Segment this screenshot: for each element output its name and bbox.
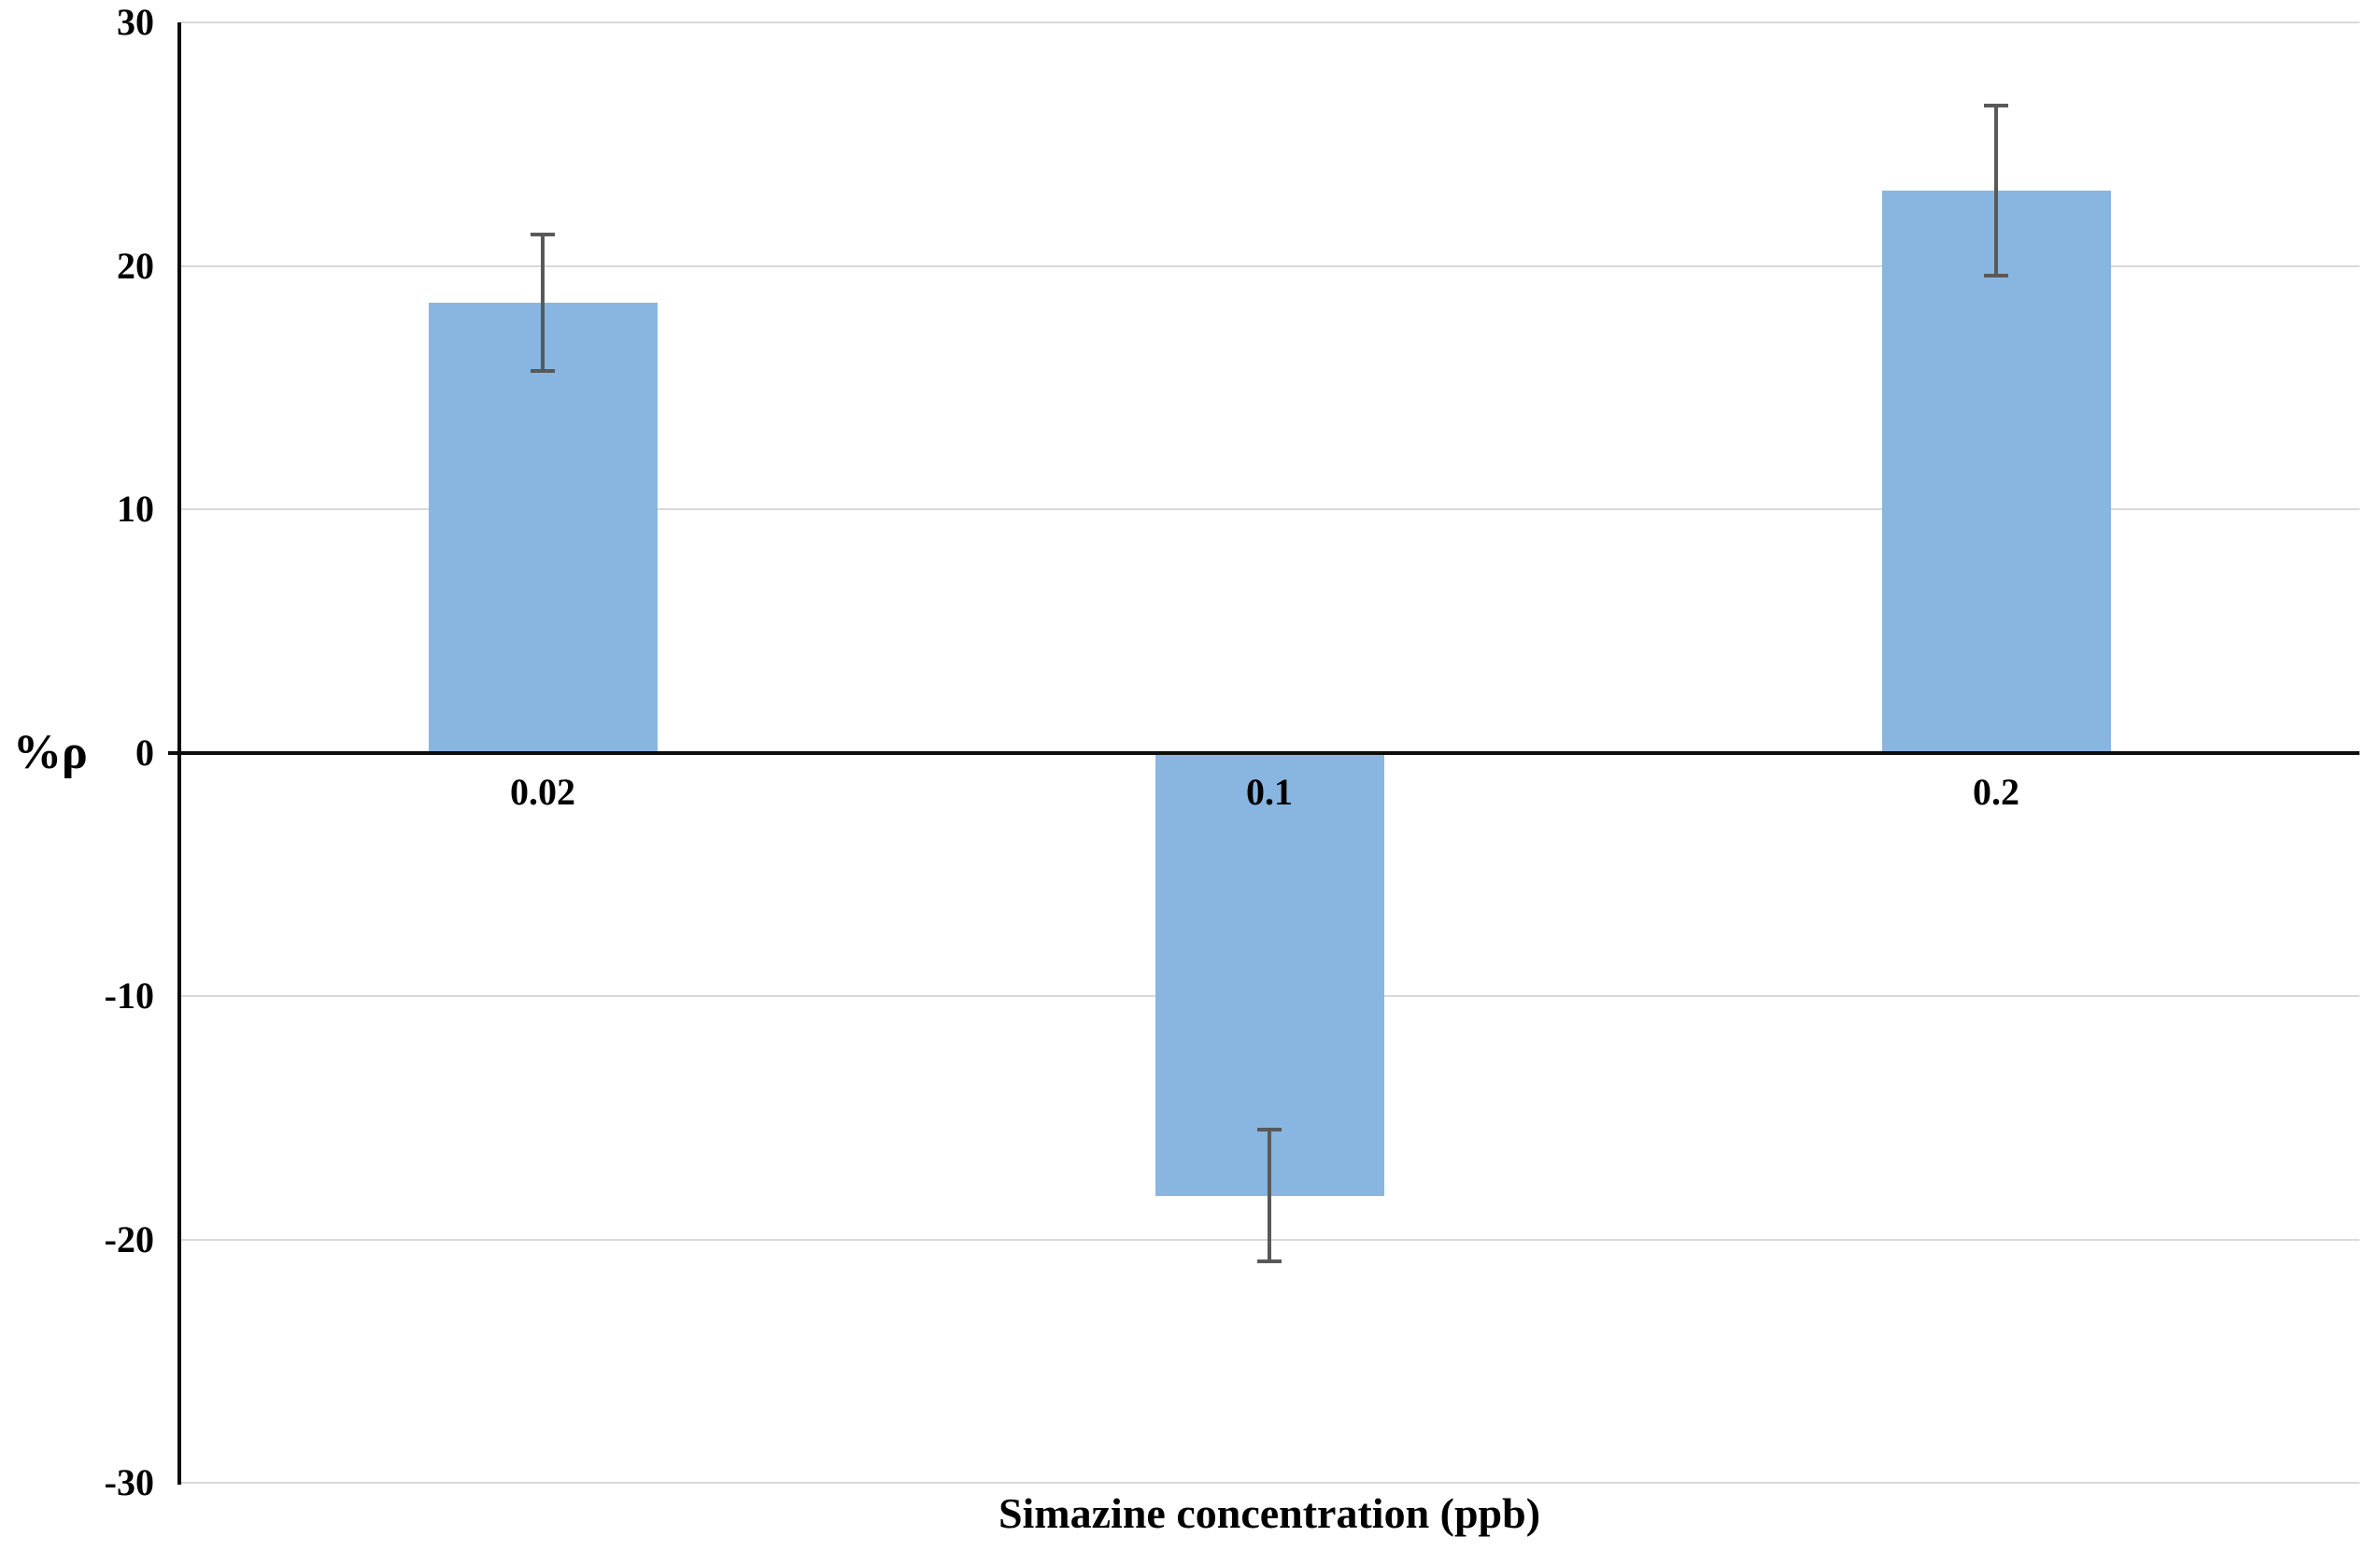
error-bar-cap-bottom-0.1 [1257, 1259, 1282, 1263]
y-axis-title: %ρ [13, 726, 88, 779]
error-bar-0.02 [541, 234, 545, 371]
gridline-y-30 [179, 21, 2359, 23]
x-axis-title: Simazine concentration (ppb) [998, 1489, 1541, 1537]
error-bar-0.1 [1268, 1130, 1271, 1261]
y-tick-label--10: -10 [104, 975, 154, 1017]
error-bar-cap-top-0.1 [1257, 1128, 1282, 1132]
x-axis-zero-line [168, 750, 2359, 755]
error-bar-cap-top-0.02 [531, 232, 555, 236]
bar-0.1 [1155, 752, 1384, 1196]
error-bar-cap-bottom-0.02 [531, 368, 555, 373]
y-tick-label-10: 10 [117, 488, 154, 530]
error-bar-cap-top-0.2 [1984, 103, 2008, 107]
y-tick-label-0: 0 [135, 731, 154, 774]
gridline-y--30 [179, 1482, 2359, 1484]
y-tick-label-20: 20 [117, 244, 154, 287]
x-category-label-0.2: 0.2 [1973, 770, 2019, 813]
gridline-y-10 [179, 508, 2359, 510]
y-tick-label-30: 30 [117, 1, 154, 43]
gridline-y-20 [179, 264, 2359, 267]
error-bar-0.2 [1994, 105, 1998, 276]
x-category-label-0.1: 0.1 [1246, 770, 1293, 813]
error-bar-cap-bottom-0.2 [1984, 273, 2008, 277]
bar-0.2 [1881, 190, 2111, 753]
bar-0.02 [428, 302, 658, 753]
y-tick-label--30: -30 [104, 1461, 154, 1503]
y-tick-label--20: -20 [104, 1217, 154, 1260]
x-category-label-0.02: 0.02 [510, 770, 575, 813]
